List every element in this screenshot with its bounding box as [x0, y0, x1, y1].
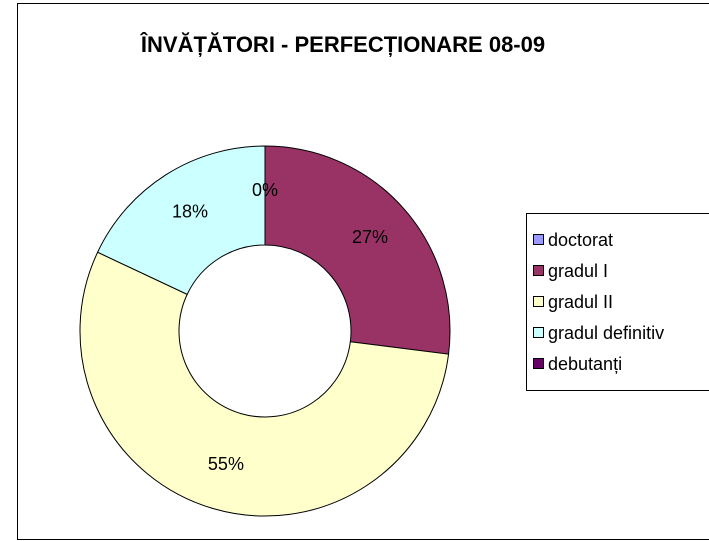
legend-box: [526, 213, 709, 391]
legend-label: doctorat: [548, 230, 613, 250]
donut-slice: [96, 145, 266, 296]
donut-slice: [79, 251, 450, 517]
donut-slice: [264, 145, 451, 355]
chart-title: ÎNVĂȚĂTORI - PERFECȚIONARE 08-09: [140, 32, 545, 57]
legend-swatch: [533, 265, 544, 276]
data-label: 0%: [252, 180, 278, 200]
legend-label: gradul II: [548, 292, 613, 312]
data-label: 18%: [172, 202, 208, 222]
data-label: 27%: [352, 227, 388, 247]
data-label: 55%: [208, 454, 244, 474]
legend-label: gradul definitiv: [548, 323, 664, 343]
legend-label: debutanți: [548, 354, 622, 374]
legend-swatch: [533, 358, 544, 369]
legend-swatch: [533, 296, 544, 307]
legend-swatch: [533, 327, 544, 338]
legend-label: gradul I: [548, 261, 608, 281]
legend-swatch: [533, 234, 544, 245]
